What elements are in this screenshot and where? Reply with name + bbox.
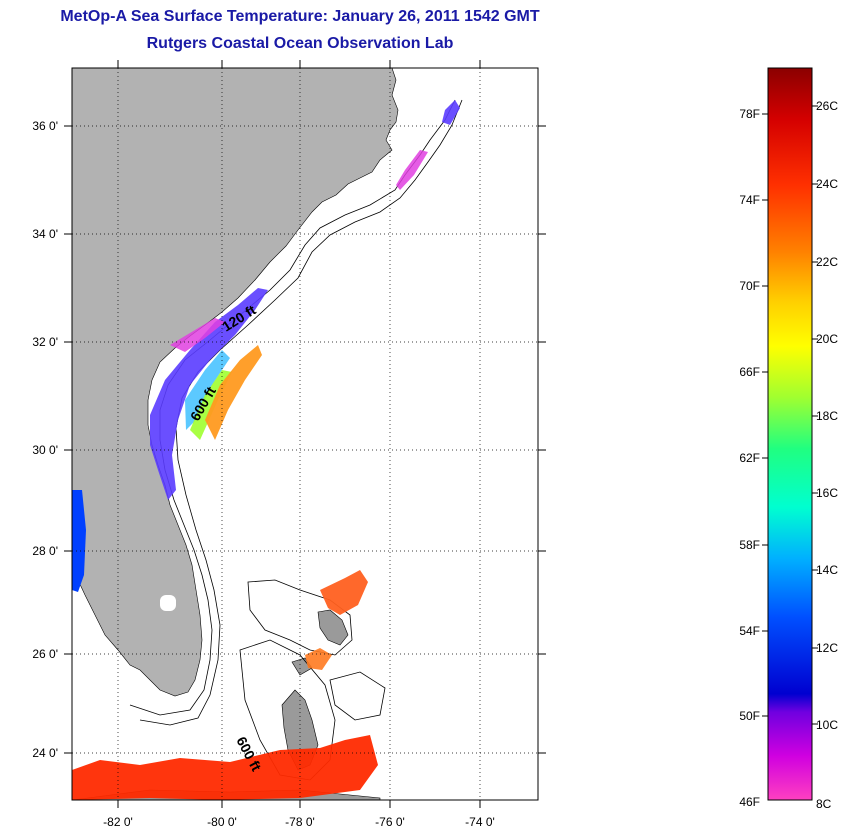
colorbar <box>767 67 813 801</box>
colorbar-c-label: 16C <box>816 486 838 500</box>
gridlines <box>72 68 538 800</box>
sst-swath-hatteras-2 <box>396 150 428 190</box>
colorbar-c-label: 20C <box>816 332 838 346</box>
colorbar-f-label: 70F <box>739 279 760 293</box>
lon-label: -80 0' <box>207 815 237 829</box>
colorbar-c-label: 22C <box>816 255 838 269</box>
lat-label: 36 0' <box>32 119 58 133</box>
colorbar-c-label: 10C <box>816 718 838 732</box>
lat-ticks <box>64 125 546 754</box>
colorbar-c-label: 18C <box>816 409 838 423</box>
sst-swath-gulf <box>72 490 86 592</box>
lake-okeechobee <box>160 595 176 611</box>
sst-swath-magenta <box>170 318 225 352</box>
sst-patch-south <box>72 735 378 800</box>
colorbar-f-label: 74F <box>739 193 760 207</box>
land-bahamas-abaco <box>317 609 349 646</box>
colorbar-c-label: 12C <box>816 641 838 655</box>
colorbar-f-label: 78F <box>739 107 760 121</box>
colorbar-f-label: 62F <box>739 451 760 465</box>
lon-ticks <box>117 60 481 808</box>
map-subtitle: Rutgers Coastal Ocean Observation Lab <box>146 35 454 52</box>
lat-label: 28 0' <box>32 544 58 558</box>
colorbar-f-label: 54F <box>739 624 760 638</box>
lat-label: 26 0' <box>32 647 58 661</box>
lon-label: -76 0' <box>375 815 405 829</box>
colorbar-c-label: 14C <box>816 563 838 577</box>
colorbar-f-label: 58F <box>739 538 760 552</box>
sst-swath-hatteras <box>442 100 460 125</box>
colorbar-c-label: 26C <box>816 99 838 113</box>
sst-patch-bahamas-east <box>320 570 368 615</box>
colorbar-f-label: 66F <box>739 365 760 379</box>
sst-swath-cyan <box>185 350 230 430</box>
lat-label: 34 0' <box>32 227 58 241</box>
colorbar-f-label: 50F <box>739 709 760 723</box>
map-title: MetOp-A Sea Surface Temperature: January… <box>60 8 540 25</box>
lat-label: 30 0' <box>32 443 58 457</box>
colorbar-f-label: 46F <box>739 795 760 809</box>
lat-label: 24 0' <box>32 746 58 760</box>
colorbar-c-label: 8C <box>816 797 832 811</box>
lon-label: -74 0' <box>465 815 495 829</box>
lon-label: -78 0' <box>285 815 315 829</box>
lat-label: 32 0' <box>32 335 58 349</box>
lon-label: -82 0' <box>103 815 133 829</box>
colorbar-c-label: 24C <box>816 177 838 191</box>
sst-patch-bahamas-mid <box>305 648 332 670</box>
map-frame <box>71 67 539 801</box>
land-us-coast <box>72 68 399 697</box>
colorbar-ticks <box>762 105 818 725</box>
sst-swath-warm <box>205 345 262 440</box>
